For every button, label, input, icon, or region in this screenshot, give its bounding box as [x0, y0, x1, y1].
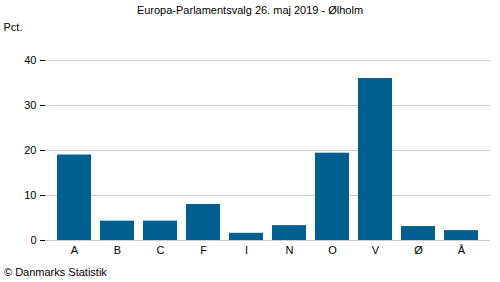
svg-text:10: 10: [24, 189, 36, 201]
svg-text:20: 20: [24, 144, 36, 156]
svg-text:F: F: [200, 244, 207, 256]
html-text:Europa-Parlamentsvalg 26. maj: Europa-Parlamentsvalg 26. maj 2019 - Ølh…: [136, 4, 364, 16]
svg-text:Ø: Ø: [414, 244, 423, 256]
svg-text:O: O: [328, 244, 337, 256]
html-text:© Danmarks Statistik: © Danmarks Statistik: [4, 266, 107, 278]
svg-text:I: I: [245, 244, 248, 256]
svg-text:V: V: [372, 244, 380, 256]
svg-text:B: B: [114, 244, 121, 256]
svg-text:40: 40: [24, 54, 36, 66]
svg-text:N: N: [286, 244, 294, 256]
svg-text:Pct.: Pct.: [4, 21, 23, 33]
svg-text:0: 0: [30, 234, 36, 246]
svg-text:Å: Å: [458, 244, 466, 256]
svg-text:A: A: [71, 244, 79, 256]
svg-text:30: 30: [24, 99, 36, 111]
svg-text:C: C: [157, 244, 165, 256]
